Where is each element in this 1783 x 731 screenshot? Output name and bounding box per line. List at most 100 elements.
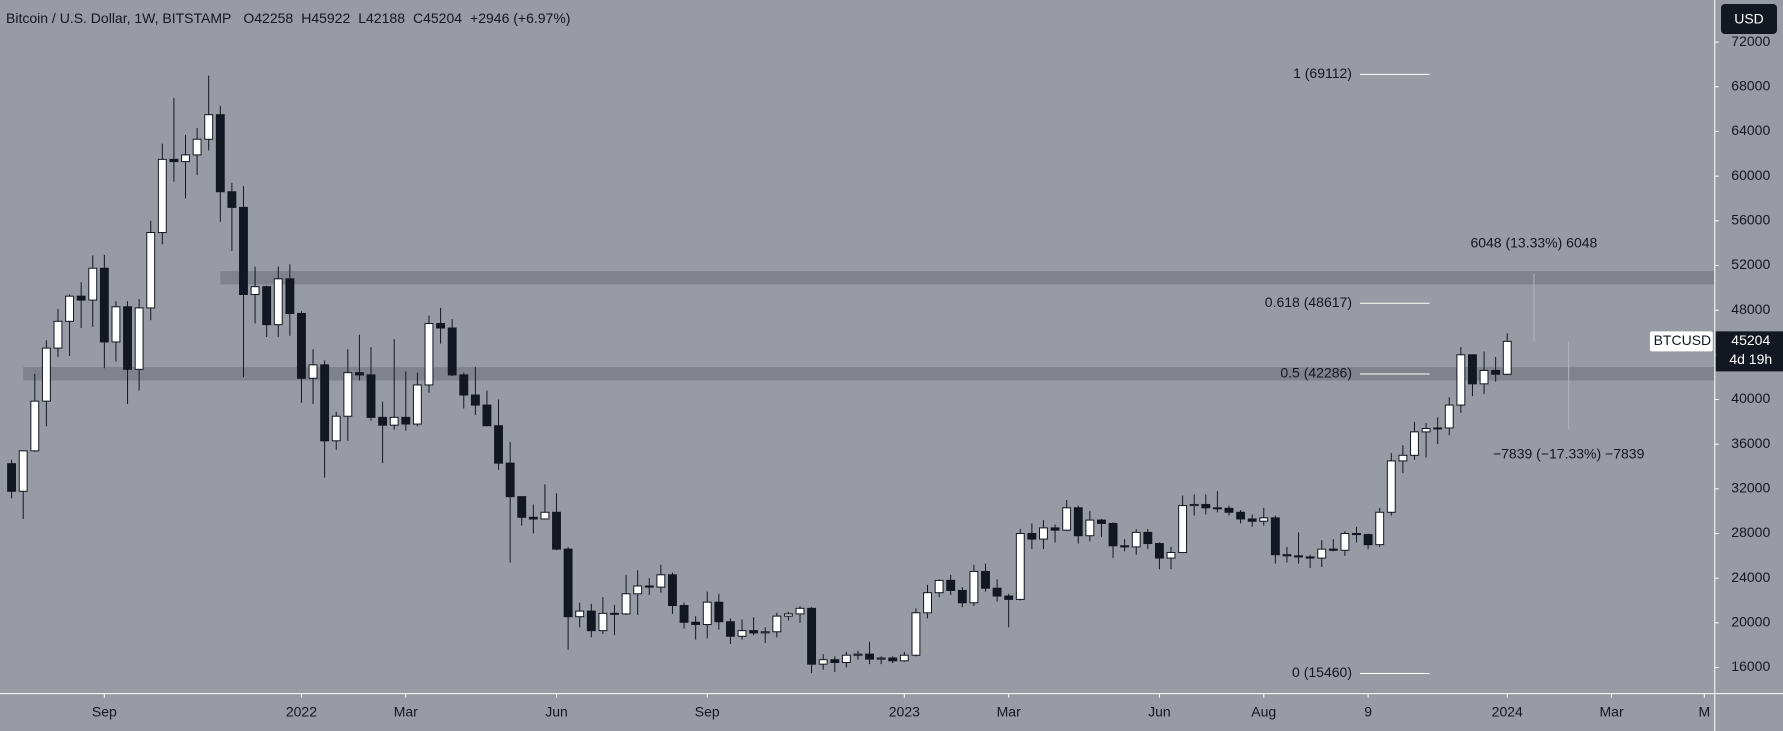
candle-body — [749, 630, 759, 634]
y-tick-label: 28000 — [1731, 524, 1770, 540]
candle-body — [389, 416, 399, 426]
candle-body — [459, 374, 469, 396]
candle-body — [633, 585, 643, 595]
candle-body — [1062, 507, 1072, 531]
candle-body — [795, 607, 805, 615]
candle-body — [447, 327, 457, 376]
candle-body — [424, 323, 434, 386]
candle-body — [517, 496, 527, 518]
candle-body — [436, 323, 446, 329]
x-tick-label: 2023 — [889, 703, 920, 719]
candle-body — [1386, 460, 1396, 513]
chart-header: Bitcoin / U.S. Dollar, 1W, BITSTAMP O4225… — [6, 10, 570, 26]
candle-body — [1178, 505, 1188, 553]
countdown-label: 4d 19h — [1729, 351, 1772, 367]
candle-body — [1108, 522, 1118, 547]
x-tick-label: 9 — [1364, 703, 1372, 719]
candle-body — [7, 463, 17, 492]
candle-body — [853, 653, 863, 656]
y-tick-label: 20000 — [1731, 614, 1770, 630]
price-zone — [23, 367, 1715, 381]
y-tick-label: 56000 — [1731, 211, 1770, 227]
candle-body — [181, 154, 190, 163]
x-tick-label: Mar — [394, 703, 418, 719]
candle-body — [146, 232, 156, 309]
y-tick-label: 48000 — [1731, 301, 1770, 317]
candle-body — [99, 267, 109, 343]
candle-body — [169, 158, 179, 163]
candle-body — [262, 286, 272, 326]
candle-body — [1236, 511, 1246, 520]
candle-body — [923, 592, 932, 614]
y-tick-label: 60000 — [1731, 167, 1770, 183]
price-zone — [220, 271, 1715, 285]
measure-label: −7839 (−17.33%) −7839 — [1493, 446, 1645, 462]
ohlc-value: 42188 — [366, 10, 405, 26]
candle-body — [679, 605, 689, 623]
candle-body — [1352, 532, 1361, 536]
candle-body — [30, 400, 40, 452]
candle-body — [1398, 454, 1408, 462]
x-tick-label: M — [1699, 703, 1711, 719]
candle-body — [552, 511, 561, 550]
candle-body — [957, 589, 967, 604]
y-tick-label: 52000 — [1731, 256, 1770, 272]
candle-body — [1410, 431, 1419, 456]
y-tick-label: 68000 — [1731, 77, 1770, 93]
candle-body — [331, 415, 341, 442]
x-tick-label: Jun — [545, 703, 568, 719]
y-tick-label: 40000 — [1731, 390, 1770, 406]
candle-body — [297, 312, 306, 379]
candle-body — [1259, 517, 1269, 522]
candle-body — [250, 286, 260, 295]
candle-body — [1073, 507, 1083, 537]
candle-body — [656, 574, 666, 588]
x-tick-label: Jun — [1148, 703, 1171, 719]
candle-body — [841, 654, 851, 663]
candle-body — [53, 320, 63, 349]
x-tick-label: Mar — [1600, 703, 1624, 719]
candle-body — [876, 657, 886, 660]
candle-body — [1444, 404, 1454, 429]
candle-body — [1247, 518, 1257, 522]
x-tick-label: Aug — [1251, 703, 1276, 719]
x-tick-label: Sep — [92, 703, 117, 719]
candle-body — [1375, 511, 1385, 546]
candle-body — [1120, 545, 1130, 548]
x-tick-label: 2024 — [1492, 703, 1523, 719]
candle-body — [760, 631, 770, 634]
candle-body — [1317, 548, 1327, 559]
candle-body — [505, 462, 515, 498]
candle-body — [865, 653, 875, 660]
candle-body — [320, 364, 330, 442]
candle-body — [783, 613, 793, 617]
candle-body — [1015, 532, 1025, 600]
candle-body — [540, 511, 550, 520]
currency-button[interactable] — [1721, 4, 1777, 34]
candle-body — [88, 267, 98, 301]
ohlc-value: 45922 — [311, 10, 350, 26]
candle-body — [204, 114, 214, 140]
candle-body — [818, 659, 828, 665]
candle-body — [1027, 532, 1037, 540]
candle-body — [1004, 595, 1014, 600]
y-tick-label: 72000 — [1731, 33, 1770, 49]
candle-body — [644, 585, 654, 588]
candle-body — [227, 191, 237, 208]
candle-body — [378, 416, 388, 426]
candle-body — [343, 372, 353, 417]
ohlc-key: O — [243, 10, 254, 26]
candle-body — [807, 607, 817, 665]
candle-body — [354, 372, 364, 376]
candle-body — [563, 548, 573, 618]
candle-body — [18, 450, 28, 492]
candle-body — [668, 574, 677, 607]
candle-body — [1294, 555, 1303, 558]
candle-body — [123, 306, 132, 370]
x-tick-label: Sep — [695, 703, 720, 719]
currency-button-label[interactable]: USD — [1734, 11, 1764, 27]
candle-body — [308, 364, 318, 379]
candle-body — [239, 206, 248, 295]
